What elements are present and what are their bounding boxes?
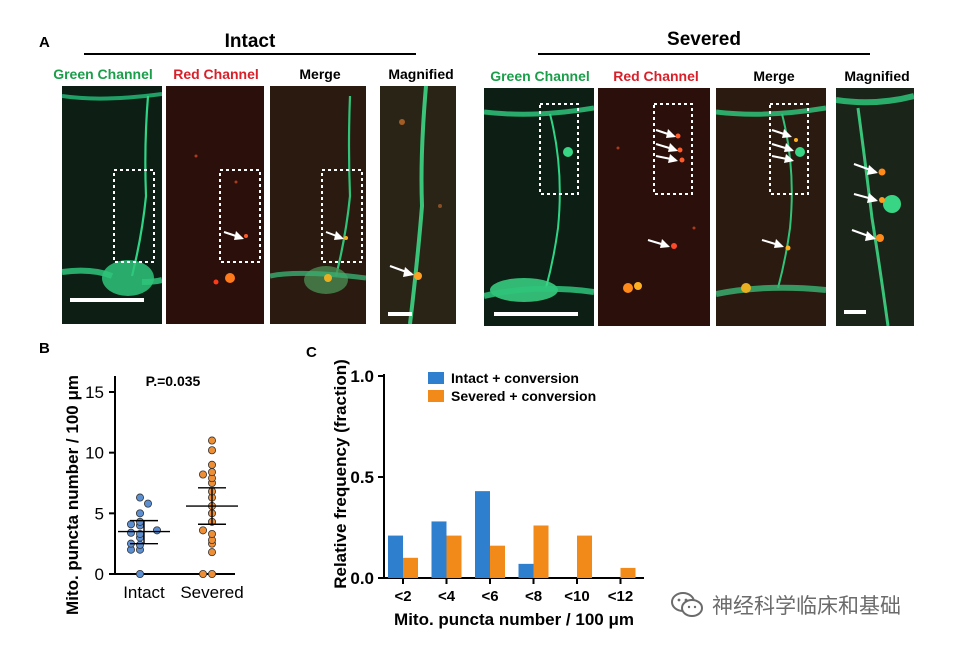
label-green-channel: Green Channel [490,68,590,84]
panel-b-data-point [198,569,207,578]
micrograph-severed-red [598,88,710,326]
panel-c-bar [533,525,549,578]
panel-c-bar [518,563,534,578]
panel-b-data-point [127,528,136,537]
panel-c-letter: C [306,344,317,361]
panel-b-data-point [207,460,216,469]
label-red-channel: Red Channel [173,66,259,82]
panel-c-bars [388,491,636,578]
panel-c-x-tick-label: <6 [481,588,498,605]
legend-label-severed: Severed + conversion [451,388,596,404]
panel-c-bar [620,567,636,578]
panel-c-x-axis-label: Mito. puncta number / 100 μm [394,610,634,629]
panel-b-points [127,436,216,578]
panel-c-x-tick-label: <2 [394,588,411,605]
label-green-channel: Green Channel [53,66,153,82]
panel-c-y-axis-label: Relative frequency (fraction) [331,359,350,589]
panel-b-category-severed: Severed [180,583,243,602]
label-merge: Merge [299,66,341,82]
panel-b-data-point [135,517,144,526]
micrograph-intact-green [62,86,162,324]
legend-swatch-intact [428,372,444,384]
watermark-text: 神经科学临床和基础 [712,595,901,618]
legend-swatch-severed [428,390,444,402]
panel-c-bar [475,491,490,578]
panel-c-x-tick-label: <10 [564,588,589,605]
label-magnified: Magnified [844,68,910,84]
group-title-intact: Intact [224,31,276,52]
panel-b-data-point [207,529,216,538]
panel-b-y-tick-label: 5 [95,504,104,523]
panel-b-category-intact: Intact [123,583,165,602]
panel-c-bar [403,557,418,578]
panel-b-data-point [152,526,161,535]
panel-b-data-point [207,468,216,477]
panel-c-bar-chart: Relative frequency (fraction) 0.00.51.0 … [331,359,644,629]
panel-c-bar [490,545,505,578]
panel-b-y-tick-label: 15 [85,383,104,402]
micrograph-intact-red [166,86,264,324]
panel-b-data-point [207,548,216,557]
micrograph-severed-green [484,88,594,326]
micrograph-severed-merge [716,88,826,326]
legend-label-intact: Intact + conversion [451,370,579,386]
panel-b-data-point [143,499,152,508]
panel-b-data-point [207,446,216,455]
group-title-severed: Severed [667,29,741,50]
label-red-channel: Red Channel [613,68,699,84]
panel-b-y-tick-label: 0 [95,565,104,584]
panel-a-letter: A [39,34,50,51]
panel-b-scatter-chart: Mito. puncta number / 100 μm 0 5 10 15 P.=0… [63,373,244,615]
panel-c-bar [388,535,403,578]
micrograph-intact-magnified [380,86,456,324]
panel-c-y-tick-label: 1.0 [350,367,374,386]
wechat-icon [671,592,703,617]
panel-b-data-point [198,470,207,479]
panel-c-x-tick-label: <4 [438,588,456,605]
panel-c-x-tick-label: <12 [608,588,633,605]
label-magnified: Magnified [388,66,454,82]
panel-b-data-point [135,509,144,518]
panel-b-data-point [135,493,144,502]
panel-b-data-point [127,520,136,529]
panel-c-y-ticks: 0.0 0.5 1.0 [350,367,384,588]
group-rule-severed [538,53,870,55]
panel-b-y-tick-label: 10 [85,444,104,463]
panel-c-x-tick-label: <8 [525,588,542,605]
panel-c-bar [577,535,592,578]
panel-b-data-point [207,436,216,445]
panel-c-y-tick-label: 0.5 [350,468,374,487]
group-rule-intact [84,53,416,55]
panel-b-letter: B [39,340,50,357]
panel-b-data-point [198,526,207,535]
panel-c-x-ticks: <2 <4 <6 <8 <10 <12 [394,578,633,605]
label-merge: Merge [753,68,795,84]
panel-b-data-point [135,540,144,549]
panel-b-data-point [135,569,144,578]
panel-c-bar [446,535,462,578]
watermark: 神经科学临床和基础 [670,590,901,620]
panel-c-bar [431,521,447,578]
micrograph-severed-magnified [836,88,914,326]
panel-c-y-tick-label: 0.0 [350,569,374,588]
panel-b-y-ticks: 0 5 10 15 [85,383,115,584]
panel-b-data-point [207,569,216,578]
panel-b-annotation: P.=0.035 [146,373,201,389]
micrograph-intact-merge [270,86,366,324]
panel-b-y-axis-label: Mito. puncta number / 100 μm [63,375,82,615]
panel-b-stats [118,487,238,545]
